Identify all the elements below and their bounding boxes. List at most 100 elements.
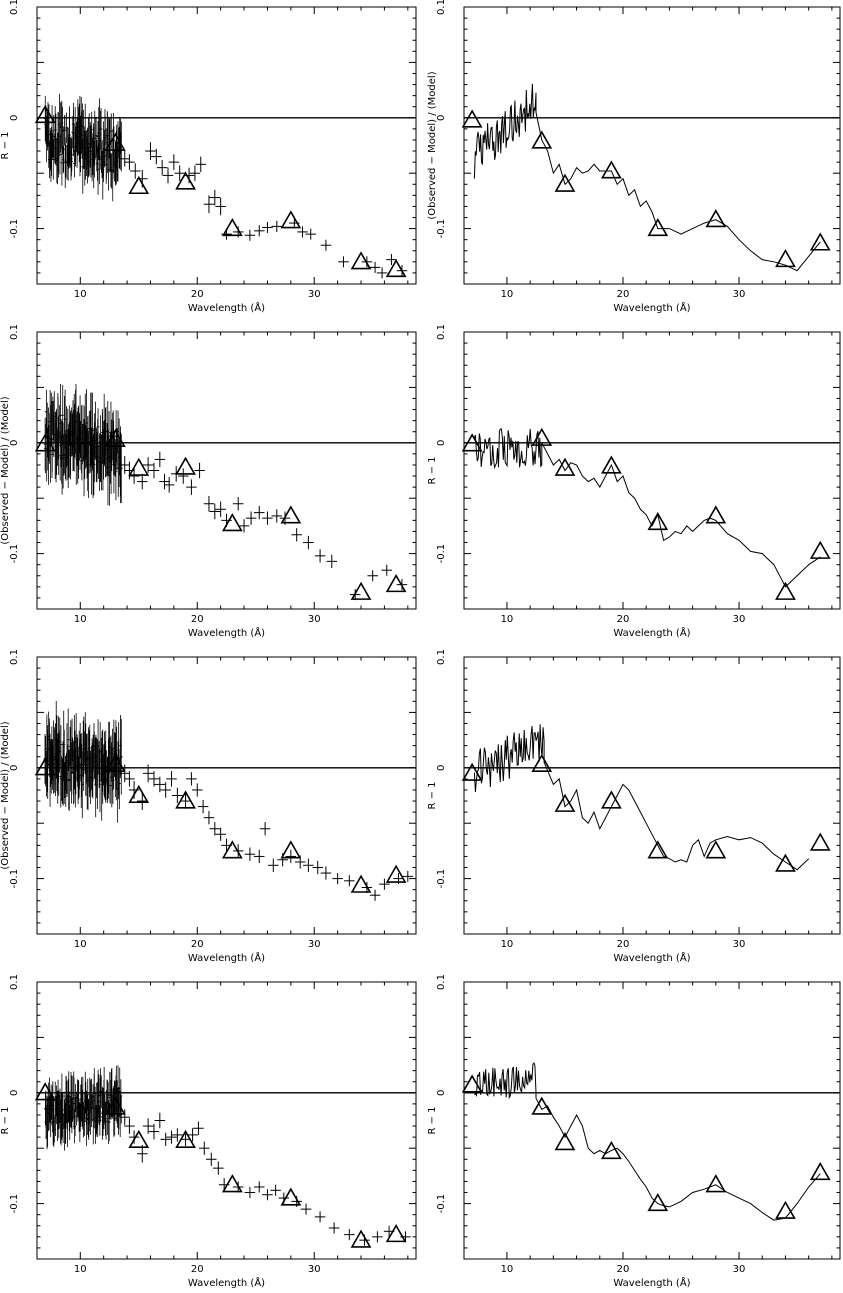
- y-tick-label: 0: [436, 765, 447, 771]
- triangle-marker: [128, 457, 150, 476]
- x-tick-label: 10: [74, 614, 87, 625]
- y-tick-label: 0.1: [9, 974, 20, 990]
- chart-panel: 10 20 30 -0.1 0 0.1 Wavelength (Å) R − 1: [0, 0, 417, 314]
- triangle-marker: [350, 874, 372, 893]
- y-tick-label: -0.1: [9, 1194, 20, 1214]
- triangle-marker: [775, 249, 796, 268]
- triangle-marker: [647, 1192, 669, 1212]
- chart-panel: 10 20 30 -0.1 0 0.1 Wavelength (Å) (Observed − …: [427, 0, 841, 314]
- triangle-marker: [385, 1224, 407, 1243]
- x-axis-label: Wavelength (Å): [613, 1276, 690, 1289]
- residual-line: [473, 83, 821, 272]
- y-tick-label: -0.1: [9, 219, 20, 239]
- triangle-marker: [775, 853, 796, 872]
- x-tick-label: 20: [191, 1264, 204, 1275]
- x-tick-label: 20: [191, 614, 204, 625]
- triangle-marker: [461, 762, 483, 781]
- y-tick-label: -0.1: [436, 219, 447, 239]
- y-tick-label: 0: [436, 1090, 447, 1096]
- triangle-marker: [461, 1074, 483, 1093]
- triangle-marker: [104, 1096, 126, 1115]
- triangle-marker: [809, 1161, 831, 1181]
- triangle-marker: [104, 753, 126, 773]
- y-tick-label: 0.1: [436, 0, 447, 15]
- x-tick-label: 30: [733, 939, 746, 950]
- triangle-marker: [554, 457, 576, 476]
- x-tick-label: 30: [733, 614, 746, 625]
- y-tick-label: 0.1: [436, 324, 447, 340]
- triangle-marker: [350, 581, 372, 600]
- y-axis-label: R − 1: [0, 131, 11, 159]
- plot-frame: [36, 981, 417, 1260]
- triangle-marker: [104, 428, 126, 448]
- triangle-marker: [461, 433, 483, 452]
- triangle-marker: [221, 217, 243, 237]
- x-axis-label: Wavelength (Å): [188, 626, 265, 639]
- chart-panel: 10 20 30 -0.1 0 0.1 Wavelength (Å) (Observed − …: [0, 324, 417, 639]
- triangle-marker: [385, 258, 407, 278]
- x-tick-label: 20: [191, 939, 204, 950]
- plot-frame: [36, 331, 417, 610]
- triangle-marker: [647, 840, 669, 859]
- y-tick-label: 0: [436, 115, 447, 121]
- x-tick-label: 20: [617, 939, 630, 950]
- plot-frame: [463, 656, 841, 935]
- triangle-marker: [531, 753, 553, 773]
- triangle-marker: [554, 1132, 576, 1151]
- triangle-marker: [350, 251, 372, 270]
- triangle-marker: [128, 784, 150, 804]
- y-tick-label: 0.1: [436, 649, 447, 665]
- triangle-marker: [705, 209, 727, 228]
- y-axis-label: R − 1: [427, 456, 438, 484]
- triangle-marker: [531, 1096, 553, 1115]
- x-tick-label: 10: [74, 289, 87, 300]
- x-tick-label: 30: [308, 939, 321, 950]
- chart-panel: 10 20 30 -0.1 0 0.1 Wavelength (Å) R − 1: [0, 974, 417, 1289]
- triangle-marker: [221, 1174, 243, 1193]
- triangle-marker: [34, 104, 56, 124]
- triangle-marker: [175, 1129, 196, 1148]
- y-tick-label: 0: [9, 440, 20, 446]
- y-tick-label: 0.1: [9, 649, 20, 665]
- plot-frame: [463, 981, 841, 1260]
- x-tick-label: 30: [308, 289, 321, 300]
- y-tick-label: -0.1: [9, 869, 20, 889]
- x-axis-label: Wavelength (Å): [188, 301, 265, 314]
- triangle-marker: [34, 433, 56, 452]
- triangle-marker: [809, 232, 831, 251]
- triangle-marker: [601, 160, 622, 179]
- x-axis-label: Wavelength (Å): [613, 301, 690, 314]
- chart-panel: 10 20 30 -0.1 0 0.1 Wavelength (Å) R − 1: [427, 649, 841, 964]
- y-axis-label: R − 1: [427, 1106, 438, 1134]
- x-tick-label: 30: [733, 1264, 746, 1275]
- triangle-marker: [175, 171, 196, 190]
- y-tick-label: -0.1: [436, 544, 447, 564]
- x-tick-label: 10: [74, 939, 87, 950]
- triangle-marker: [647, 217, 669, 237]
- triangle-marker: [601, 790, 622, 809]
- y-axis-label: R − 1: [427, 781, 438, 809]
- plot-frame: [463, 331, 841, 610]
- y-tick-label: -0.1: [436, 1194, 447, 1214]
- triangle-marker: [34, 757, 56, 776]
- plot-frame: [36, 6, 417, 285]
- triangle-marker: [809, 540, 831, 559]
- triangle-marker: [705, 840, 727, 859]
- x-tick-label: 30: [308, 1264, 321, 1275]
- x-tick-label: 20: [191, 289, 204, 300]
- x-tick-label: 10: [501, 939, 514, 950]
- x-tick-label: 20: [617, 614, 630, 625]
- triangle-marker: [221, 513, 243, 532]
- triangle-marker: [531, 427, 553, 446]
- chart-panel: 10 20 30 -0.1 0 0.1 Wavelength (Å) R − 1: [427, 324, 841, 639]
- x-tick-label: 20: [617, 289, 630, 300]
- x-tick-label: 10: [501, 289, 514, 300]
- triangle-marker: [461, 109, 483, 128]
- chart-panel: 10 20 30 -0.1 0 0.1 Wavelength (Å) R − 1: [427, 974, 841, 1289]
- plot-frame: [463, 6, 841, 285]
- triangle-marker: [280, 210, 302, 229]
- triangle-marker: [175, 790, 196, 809]
- x-axis-label: Wavelength (Å): [613, 626, 690, 639]
- triangle-marker: [128, 1129, 150, 1148]
